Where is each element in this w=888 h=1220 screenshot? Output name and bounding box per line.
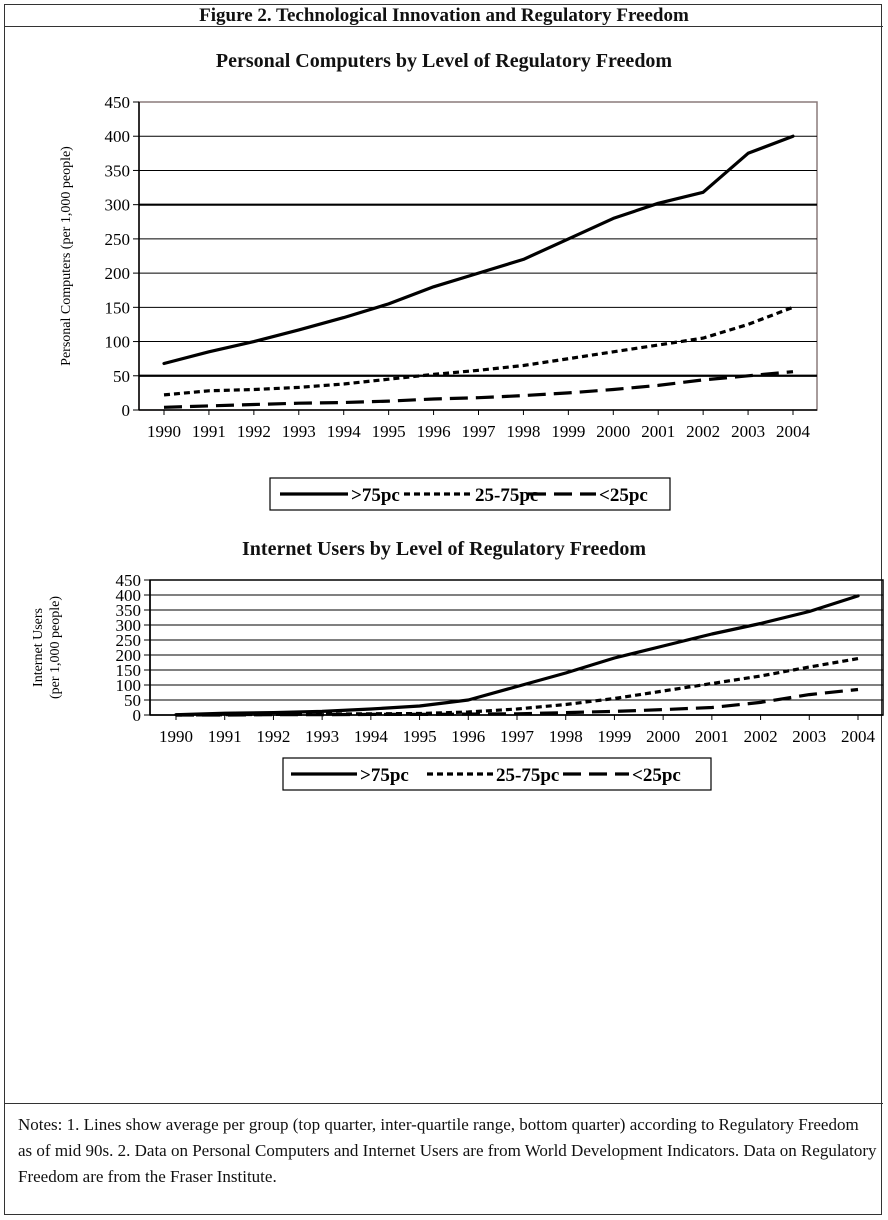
x-tick-label: 1997 [462,422,497,441]
legend-label-0: >75pc [351,485,400,506]
x-tick-label: 2000 [646,727,680,746]
y-tick-label: 450 [105,93,131,112]
legend-label-2: <25pc [632,765,681,786]
series-line-2 [176,687,859,717]
y-tick-label: 100 [105,333,131,352]
x-tick-label: 1991 [208,727,242,746]
legend-label-1: 25-75pc [475,485,538,506]
x-tick-label: 2001 [641,422,675,441]
y-tick-label: 150 [116,661,142,680]
y-tick-label: 350 [105,161,131,180]
y-tick-label: 0 [133,706,142,725]
x-tick-label: 1999 [551,422,585,441]
figure-title: Figure 2. Technological Innovation and R… [5,5,883,27]
y-tick-label: 400 [105,127,131,146]
series-line-0 [162,134,795,366]
y-tick-label: 200 [105,264,131,283]
y-tick-label: 100 [116,676,142,695]
figure-notes: Notes: 1. Lines show average per group (… [5,1103,883,1215]
x-tick-label: 1998 [506,422,540,441]
series-line-0 [174,594,860,717]
x-tick-label: 2001 [695,727,729,746]
y-tick-label: 300 [116,616,142,635]
x-tick-label: 1997 [500,727,535,746]
y-tick-label: 150 [105,298,131,317]
y-axis-label: Personal Computers (per 1,000 people) [59,146,74,366]
y-tick-label: 200 [116,646,142,665]
y-tick-label: 0 [122,401,131,420]
series-line-2 [163,370,794,409]
y-tick-label: 250 [105,230,131,249]
plot-area [138,101,818,411]
legend-label-1: 25-75pc [496,765,559,786]
legend-label-2: <25pc [599,485,648,506]
x-tick-label: 1992 [256,727,290,746]
plot-area [149,579,884,716]
x-tick-label: 1998 [549,727,583,746]
y-tick-label: 300 [105,196,131,215]
y-tick-label: 350 [116,601,142,620]
x-tick-label: 2002 [744,727,778,746]
pc-chart: 0 50 100 150 200 250 300 350 400 450 1990 1991 1992 1… [59,93,818,511]
x-tick-label: 1994 [327,422,362,441]
y-axis-label: Internet Users (per 1,000 people) [31,596,63,699]
x-tick-label: 2003 [792,727,826,746]
iu-chart-title: Internet Users by Level of Regulatory Fr… [242,538,646,560]
x-tick-label: 1990 [159,727,193,746]
series-line-1 [163,305,794,397]
x-tick-label: 2004 [776,422,811,441]
y-tick-label: 250 [116,631,142,650]
x-tick-label: 1992 [237,422,271,441]
x-tick-label: 1995 [372,422,406,441]
pc-chart-title: Personal Computers by Level of Regulator… [215,50,673,72]
x-tick-label: 1999 [597,727,631,746]
y-tick-label: 50 [124,691,141,710]
y-tick-label: 450 [116,571,142,590]
x-tick-label: 1993 [305,727,339,746]
x-tick-label: 1993 [282,422,316,441]
x-tick-label: 1990 [147,422,181,441]
x-tick-label: 2002 [686,422,720,441]
x-tick-label: 2003 [731,422,765,441]
x-tick-label: 1994 [354,727,389,746]
x-tick-label: 2000 [596,422,630,441]
x-tick-label: 1996 [451,727,485,746]
x-tick-label: 1995 [403,727,437,746]
y-tick-label: 400 [116,586,142,605]
x-tick-label: 2004 [841,727,876,746]
x-tick-label: 1996 [417,422,451,441]
legend-label-0: >75pc [360,765,409,786]
y-tick-label: 50 [113,367,130,386]
x-tick-label: 1991 [192,422,226,441]
